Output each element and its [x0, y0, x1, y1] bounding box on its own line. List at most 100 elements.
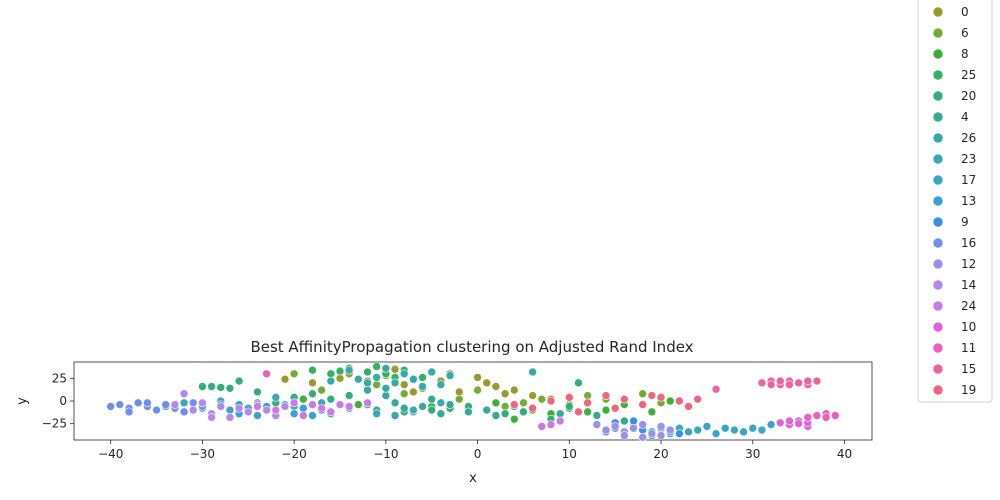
- data-point-cluster-4: [363, 385, 372, 395]
- data-point-cluster-13: [308, 411, 317, 420]
- legend-label-25: 25: [961, 68, 976, 82]
- data-point-cluster-0: [308, 378, 317, 388]
- legend-marker-6: [932, 27, 944, 39]
- data-point-cluster-4: [381, 391, 391, 400]
- legend-marker-4: [932, 111, 944, 123]
- data-point-cluster-15: [794, 378, 803, 388]
- data-point-cluster-14: [262, 405, 271, 415]
- x-tick-label: 30: [745, 447, 760, 461]
- legend-label-0: 0: [961, 5, 969, 19]
- data-point-cluster-19: [610, 403, 620, 413]
- legend: 0 6 8 25 20 4 26 23 17 13 9 16 12 14 24 10 11 15 19: [917, 0, 993, 403]
- data-point-cluster-10: [794, 419, 803, 428]
- data-point-cluster-12: [638, 432, 647, 442]
- data-point-cluster-6: [454, 394, 464, 404]
- data-point-cluster-24: [299, 411, 308, 420]
- data-point-cluster-25: [326, 369, 336, 379]
- data-point-cluster-10: [775, 418, 785, 428]
- data-point-cluster-11: [812, 411, 822, 420]
- data-point-cluster-14: [280, 402, 290, 411]
- data-point-cluster-12: [620, 431, 629, 440]
- data-point-cluster-9: [675, 429, 684, 438]
- data-point-cluster-14: [170, 400, 180, 409]
- data-point-cluster-14: [225, 413, 235, 422]
- data-point-cluster-26: [409, 374, 418, 384]
- data-point-cluster-25: [363, 367, 372, 377]
- data-point-cluster-6: [519, 398, 528, 408]
- x-tick-label: −30: [190, 447, 215, 461]
- data-point-cluster-6: [638, 389, 647, 399]
- data-point-cluster-20: [216, 383, 226, 392]
- data-point-cluster-16: [133, 398, 143, 408]
- data-point-cluster-26: [363, 378, 372, 388]
- data-point-cluster-8: [491, 398, 501, 408]
- data-point-cluster-16: [152, 405, 161, 415]
- data-point-cluster-24: [555, 416, 565, 426]
- data-point-cluster-23: [271, 393, 281, 402]
- data-point-cluster-20: [253, 387, 262, 397]
- data-point-cluster-20: [326, 394, 336, 404]
- data-point-cluster-11: [821, 413, 831, 422]
- legend-label-26: 26: [961, 131, 976, 145]
- data-point-cluster-23: [390, 411, 400, 420]
- data-point-cluster-19: [693, 394, 703, 404]
- data-point-cluster-19: [601, 391, 611, 400]
- data-point-cluster-0: [390, 364, 400, 374]
- legend-label-20: 20: [961, 89, 976, 103]
- data-point-cluster-11: [803, 413, 813, 422]
- data-point-cluster-4: [399, 403, 409, 413]
- legend-label-12: 12: [961, 257, 976, 271]
- data-point-cluster-4: [482, 405, 492, 415]
- legend-label-6: 6: [961, 26, 969, 40]
- data-point-cluster-14: [216, 402, 226, 411]
- data-point-cluster-6: [537, 394, 547, 404]
- data-point-cluster-16: [188, 398, 198, 408]
- legend-label-10: 10: [961, 320, 976, 334]
- legend-marker-24: [932, 300, 944, 312]
- data-point-cluster-8: [647, 407, 657, 417]
- legend-label-15: 15: [961, 362, 976, 376]
- data-point-cluster-24: [326, 407, 336, 417]
- data-point-cluster-0: [500, 389, 510, 399]
- data-point-cluster-26: [381, 384, 391, 393]
- data-point-cluster-6: [317, 385, 326, 395]
- data-point-cluster-17: [720, 423, 730, 433]
- data-point-cluster-26: [344, 365, 354, 375]
- data-point-cluster-12: [638, 420, 647, 429]
- data-point-cluster-23: [409, 405, 418, 415]
- data-point-cluster-6: [372, 380, 381, 389]
- data-point-cluster-14: [243, 407, 253, 417]
- data-point-cluster-19: [675, 396, 684, 406]
- data-point-cluster-24: [546, 420, 556, 429]
- data-point-cluster-16: [143, 398, 152, 408]
- legend-marker-13: [932, 195, 944, 207]
- legend-marker-26: [932, 132, 944, 144]
- legend-label-24: 24: [961, 299, 976, 313]
- data-point-cluster-0: [473, 373, 482, 382]
- legend-label-13: 13: [961, 194, 976, 208]
- data-point-cluster-25: [335, 366, 345, 376]
- data-point-cluster-13: [289, 409, 299, 418]
- data-point-cluster-19: [647, 391, 657, 400]
- data-point-cluster-16: [124, 407, 134, 417]
- data-point-cluster-12: [665, 425, 675, 435]
- data-point-cluster-10: [785, 416, 794, 426]
- data-point-cluster-26: [528, 367, 537, 377]
- data-point-cluster-11: [262, 369, 271, 379]
- data-point-cluster-19: [546, 396, 556, 406]
- data-point-cluster-0: [409, 387, 418, 397]
- data-point-cluster-25: [418, 373, 427, 382]
- data-point-cluster-16: [106, 402, 115, 411]
- data-point-cluster-20: [225, 384, 235, 393]
- data-point-cluster-12: [592, 420, 602, 429]
- data-point-cluster-20: [427, 405, 437, 415]
- data-points: [106, 362, 840, 442]
- data-point-cluster-15: [812, 376, 822, 386]
- data-point-cluster-24: [537, 422, 547, 431]
- legend-marker-8: [932, 48, 944, 60]
- data-point-cluster-6: [289, 369, 299, 379]
- legend-label-14: 14: [961, 278, 976, 292]
- plot-area: [73, 361, 873, 442]
- data-point-cluster-25: [372, 362, 381, 371]
